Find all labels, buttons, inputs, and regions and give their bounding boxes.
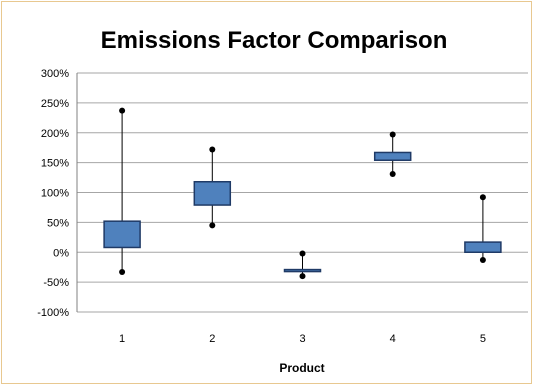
- y-axis-ticks: 300% 250% 200% 150% 100% 50% 0% -50% -100%: [37, 68, 69, 319]
- min-marker: [389, 170, 396, 177]
- max-marker: [119, 107, 126, 114]
- x-tick-label: 2: [209, 333, 215, 345]
- y-tick-label: 150%: [41, 158, 69, 170]
- y-tick-label: 100%: [41, 188, 69, 200]
- y-tick-label: 200%: [41, 128, 69, 140]
- x-tick-label: 1: [119, 333, 125, 345]
- box-body: [103, 220, 141, 249]
- min-marker: [299, 273, 306, 280]
- box-plot-item: [103, 107, 141, 275]
- y-tick-label: 250%: [41, 98, 69, 110]
- grid-lines: [76, 72, 528, 313]
- box-body: [373, 151, 412, 161]
- y-tick-label: -50%: [43, 277, 69, 289]
- y-tick-label: 0%: [53, 247, 69, 259]
- box-plot-item: [193, 146, 232, 229]
- max-marker: [299, 250, 306, 257]
- y-tick-label: 50%: [47, 217, 69, 229]
- max-marker: [479, 194, 486, 201]
- box-plot-item: [464, 194, 502, 264]
- box-plot-item: [373, 131, 412, 177]
- y-tick-label: -100%: [37, 307, 69, 319]
- box-plot-item: [283, 250, 322, 280]
- x-tick-label: 4: [390, 333, 396, 345]
- chart-title: Emissions Factor Comparison: [101, 27, 448, 54]
- max-marker: [209, 146, 216, 153]
- min-marker: [119, 268, 126, 275]
- box-body: [193, 180, 232, 206]
- box-series: [103, 107, 502, 280]
- max-marker: [389, 131, 396, 138]
- min-marker: [209, 222, 216, 229]
- min-marker: [479, 257, 486, 264]
- box-body: [283, 268, 322, 273]
- x-axis-label: Product: [279, 361, 324, 375]
- y-tick-label: 300%: [41, 68, 69, 80]
- box-body: [464, 241, 502, 253]
- x-tick-label: 5: [480, 333, 486, 345]
- x-tick-label: 3: [299, 333, 305, 345]
- x-axis-ticks: 1 2 3 4 5: [119, 333, 486, 345]
